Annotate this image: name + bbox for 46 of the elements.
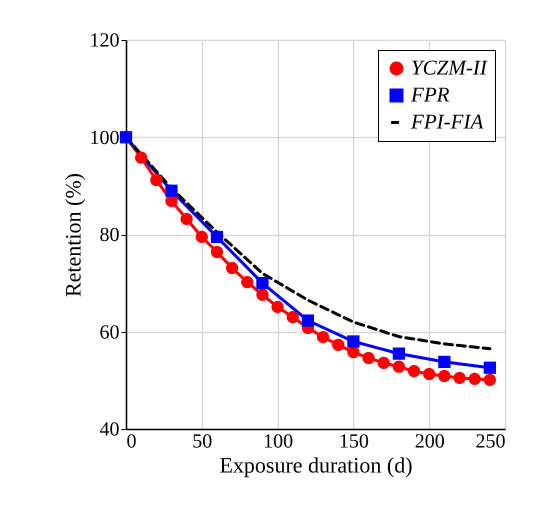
point <box>241 276 254 288</box>
x-tick-label: 250 <box>476 430 506 452</box>
point <box>468 372 481 386</box>
point <box>484 362 496 374</box>
point <box>135 152 148 164</box>
point <box>453 372 466 384</box>
point <box>438 370 450 382</box>
point <box>302 314 314 327</box>
y-tick-label: 40 <box>100 418 120 440</box>
point <box>392 348 406 360</box>
point <box>256 288 269 301</box>
y-tick-label: 80 <box>100 224 120 246</box>
point <box>210 246 224 258</box>
x-tick-label: 150 <box>338 430 369 452</box>
point <box>332 338 344 351</box>
point <box>210 230 224 244</box>
point <box>392 360 406 373</box>
point <box>226 262 238 274</box>
x-axis-title: Exposure duration (d) <box>219 452 413 478</box>
point <box>484 374 496 386</box>
point <box>438 356 450 368</box>
point <box>165 184 178 197</box>
point <box>316 330 330 344</box>
x-tick-label: 0 <box>126 430 136 452</box>
x-tick-label: 100 <box>263 430 294 452</box>
legend-label: YCZM-II <box>411 56 488 80</box>
legend-label: FPI-FIA <box>410 110 484 134</box>
point <box>408 365 420 378</box>
point <box>256 277 269 290</box>
y-tick-label: 120 <box>90 30 120 52</box>
point <box>378 356 390 369</box>
point <box>286 311 299 324</box>
point <box>347 335 360 348</box>
point <box>196 230 208 244</box>
point <box>271 300 284 314</box>
point <box>362 352 375 364</box>
x-tick-label: 200 <box>414 430 445 452</box>
point <box>423 368 436 380</box>
y-tick-label: 100 <box>90 126 120 149</box>
point <box>150 174 162 186</box>
x-tick-label: 50 <box>192 430 212 452</box>
legend-label: FPR <box>410 82 450 106</box>
point <box>180 212 193 226</box>
y-tick-label: 60 <box>100 321 120 344</box>
y-axis-title: Retention (%) <box>60 172 86 298</box>
point <box>347 346 360 358</box>
